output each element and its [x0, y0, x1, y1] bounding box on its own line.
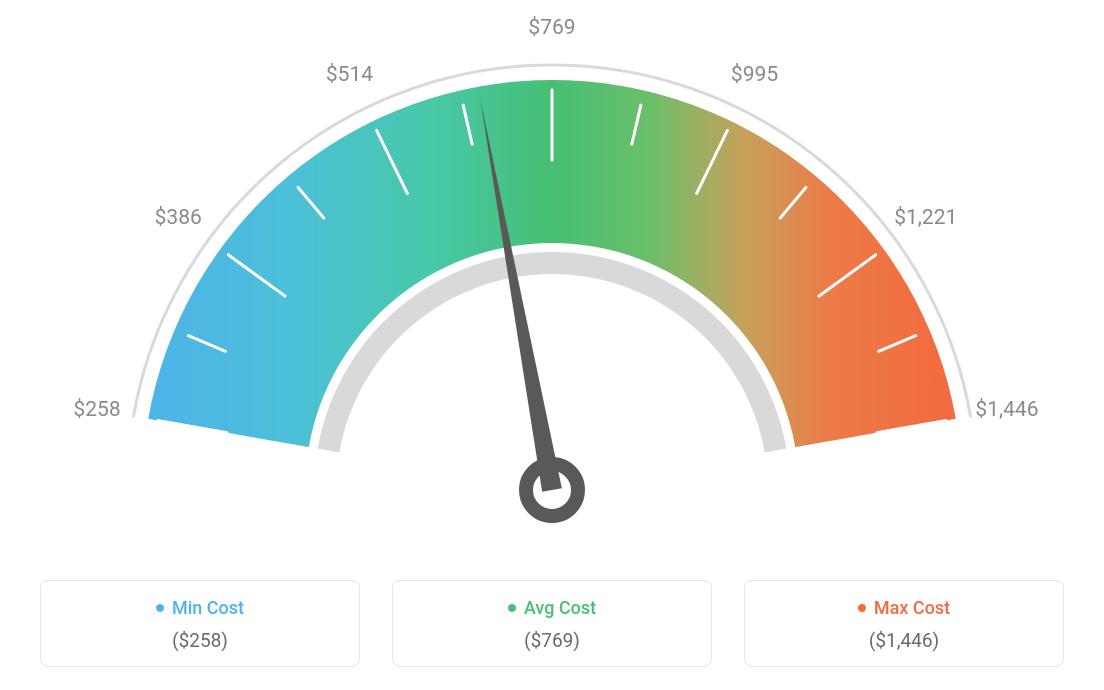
legend-dot-min: [156, 604, 164, 612]
gauge-svg: [0, 0, 1104, 560]
legend-label-max: Max Cost: [874, 598, 950, 619]
legend-label-min: Min Cost: [172, 598, 244, 619]
scale-label: $514: [326, 63, 373, 87]
legend-title-min: Min Cost: [156, 598, 244, 619]
scale-label: $258: [73, 398, 120, 422]
legend-row: Min Cost ($258) Avg Cost ($769) Max Cost…: [0, 560, 1104, 667]
scale-label: $769: [528, 16, 575, 40]
scale-label: $386: [155, 206, 202, 230]
scale-label: $995: [731, 63, 778, 87]
gauge-chart: $258 $386 $514 $769 $995 $1,221 $1,446: [0, 0, 1104, 560]
legend-value-max: ($1,446): [745, 629, 1063, 652]
scale-label: $1,446: [975, 398, 1038, 422]
legend-dot-max: [858, 604, 866, 612]
legend-value-min: ($258): [41, 629, 359, 652]
legend-dot-avg: [508, 604, 516, 612]
legend-label-avg: Avg Cost: [524, 598, 596, 619]
legend-title-avg: Avg Cost: [508, 598, 596, 619]
legend-card-min: Min Cost ($258): [40, 580, 360, 667]
legend-card-max: Max Cost ($1,446): [744, 580, 1064, 667]
legend-title-max: Max Cost: [858, 598, 950, 619]
scale-label: $1,221: [894, 206, 957, 230]
legend-card-avg: Avg Cost ($769): [392, 580, 712, 667]
legend-value-avg: ($769): [393, 629, 711, 652]
